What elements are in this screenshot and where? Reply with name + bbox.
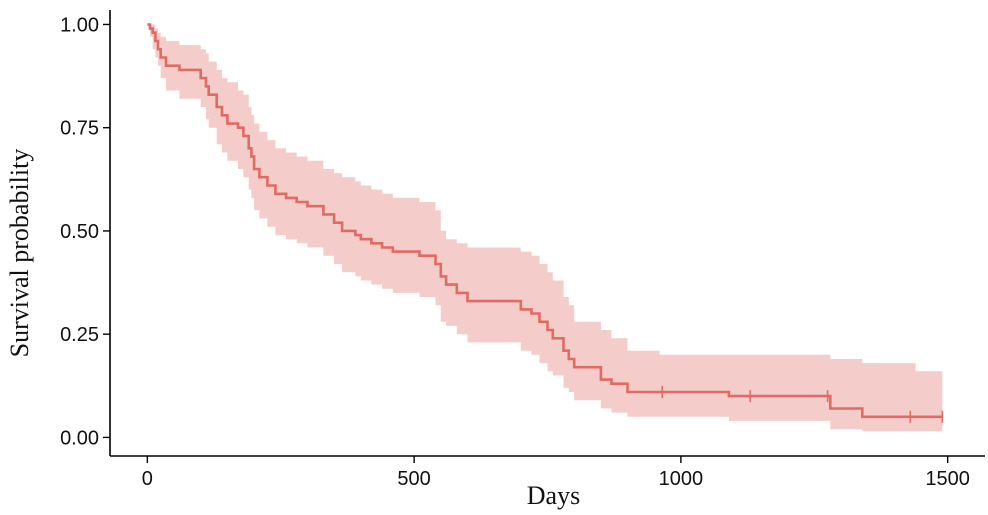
- plot-area: [147, 23, 944, 432]
- y-tick-label: 0.25: [60, 324, 99, 346]
- y-tick-label: 0.75: [60, 118, 99, 140]
- x-axis-ticks: 0 500 1000 1500: [142, 456, 970, 490]
- y-tick-label: 0.00: [60, 427, 99, 449]
- survival-curve: [147, 23, 943, 419]
- x-axis-title: Days: [527, 481, 580, 510]
- x-tick-label: 0: [142, 468, 153, 490]
- x-tick-label: 500: [397, 468, 430, 490]
- y-axis-ticks: 0.00 0.25 0.50 0.75 1.00: [60, 14, 110, 449]
- y-axis-title: Survival probability: [5, 149, 34, 358]
- y-tick-label: 0.50: [60, 221, 99, 243]
- x-tick-label: 1000: [659, 468, 704, 490]
- confidence-band: [147, 24, 943, 432]
- y-tick-label: 1.00: [60, 14, 99, 36]
- x-tick-label: 1500: [925, 468, 970, 490]
